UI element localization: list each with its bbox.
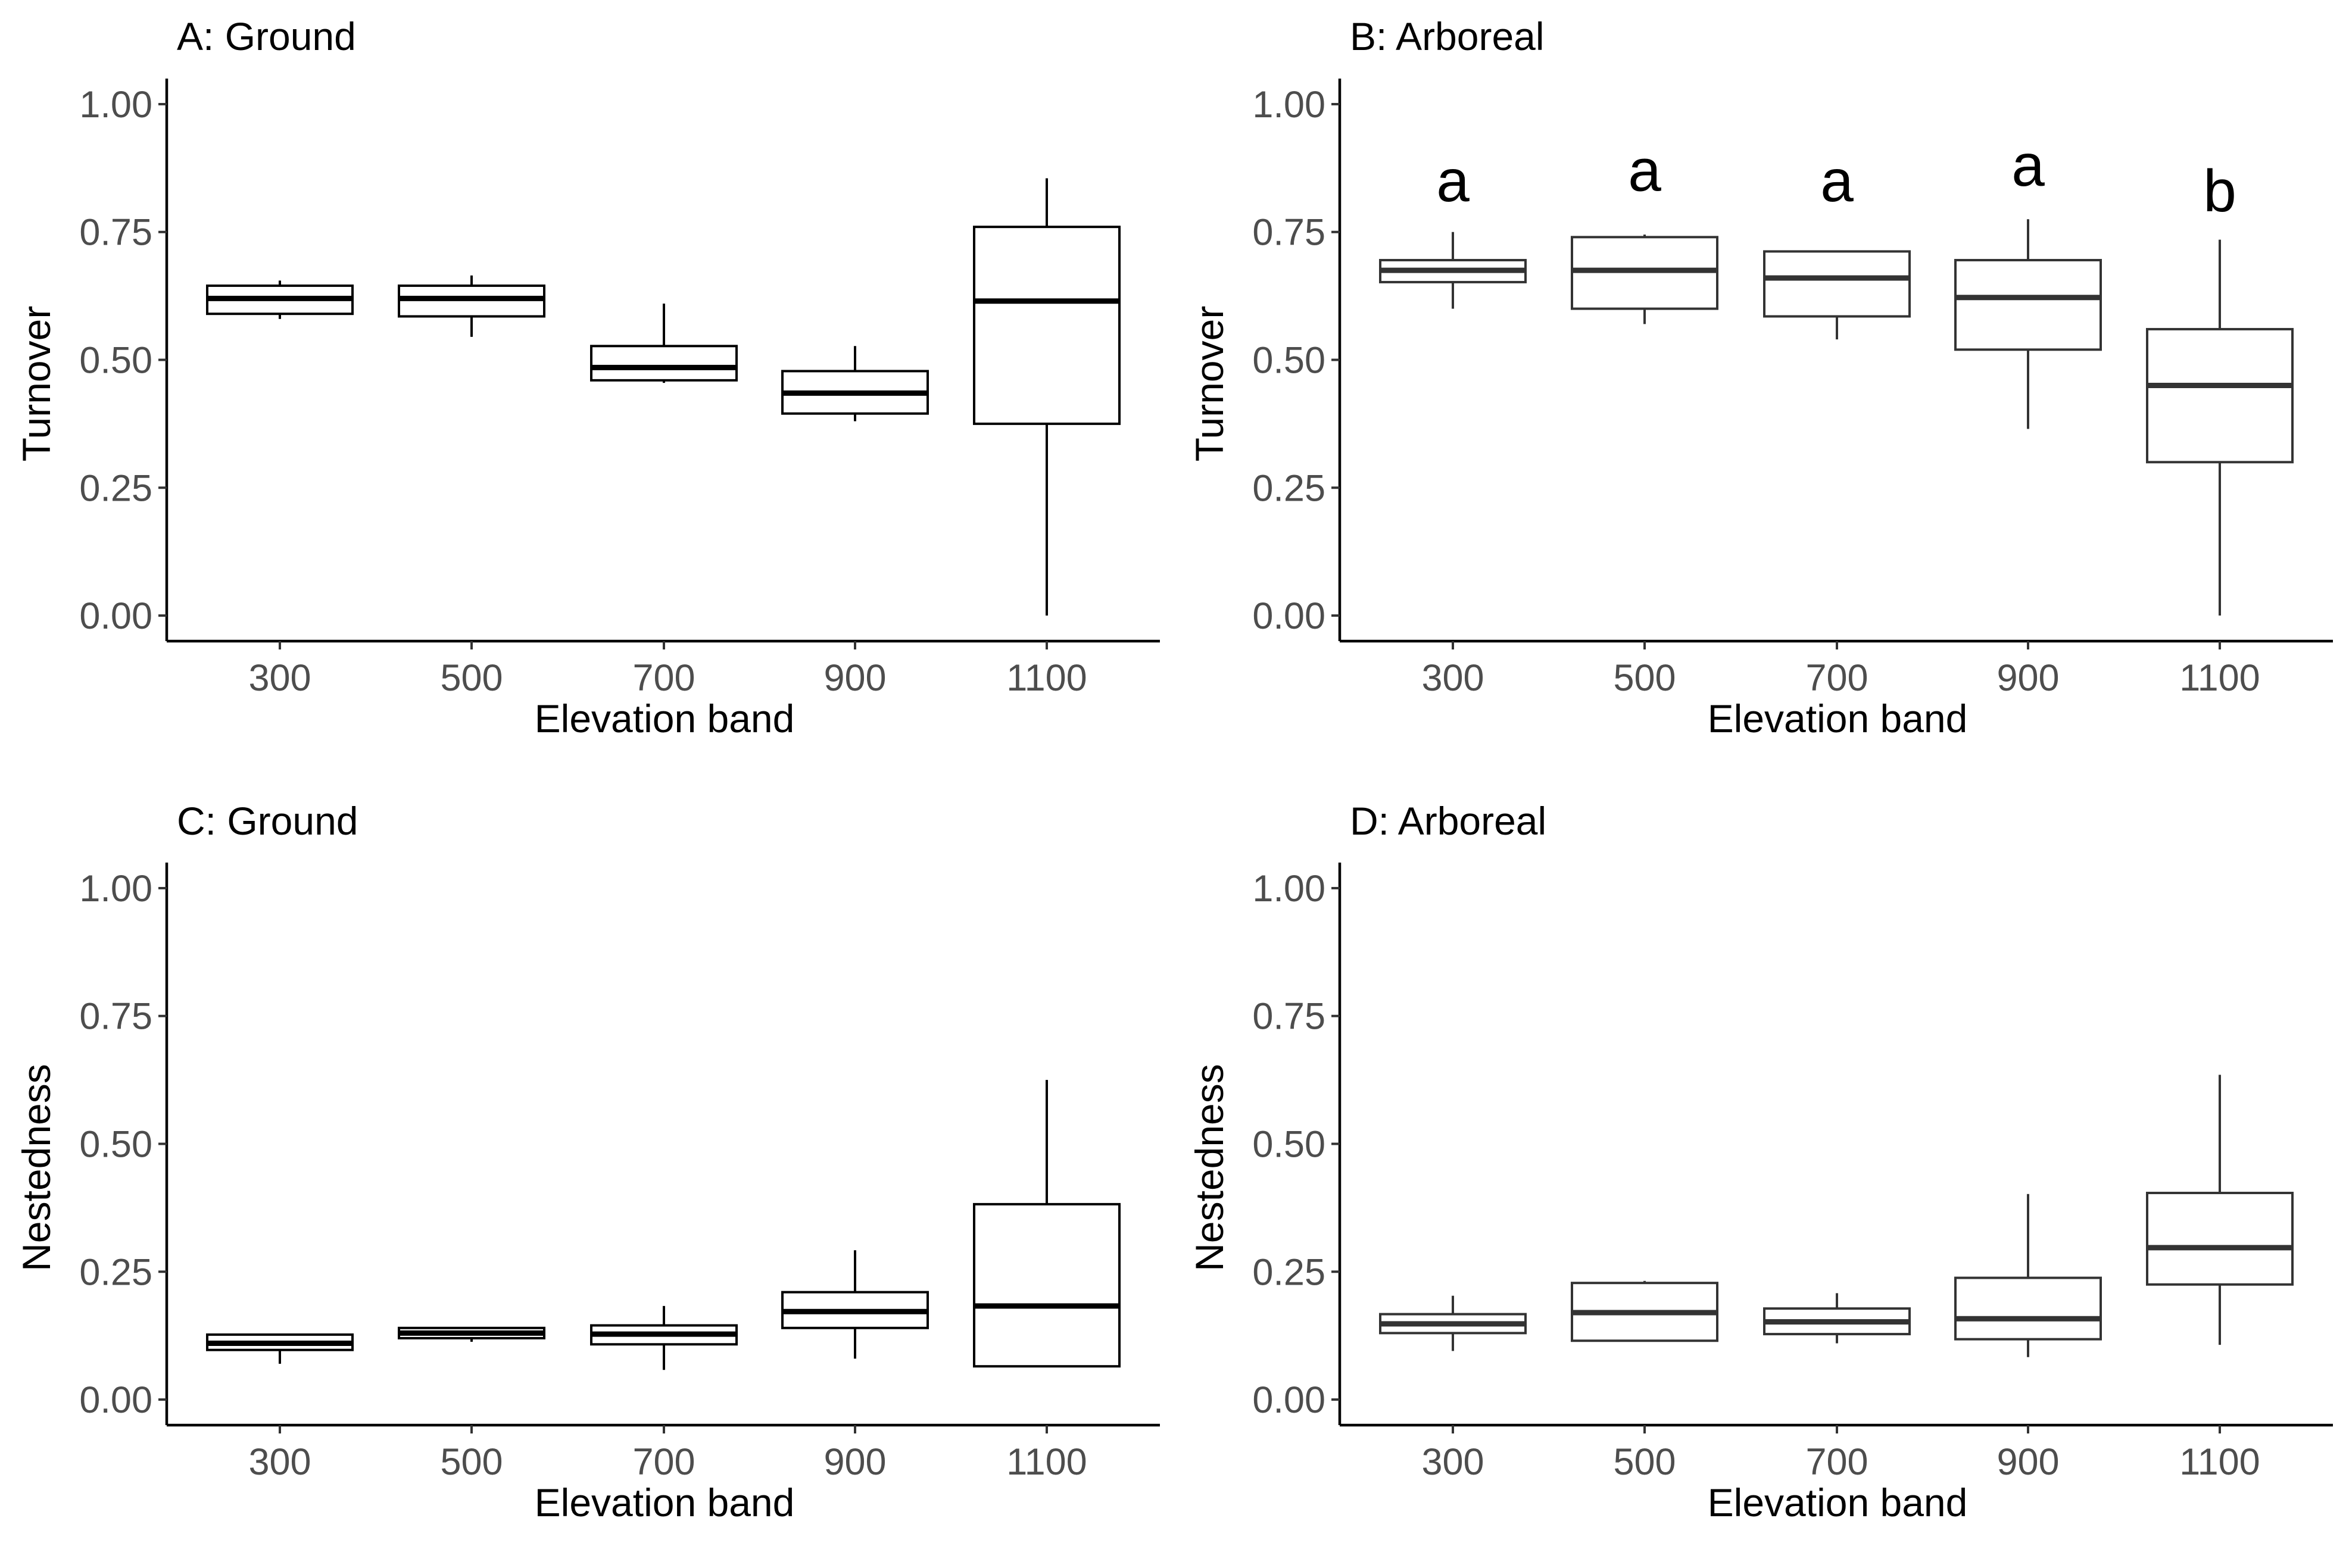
y-tick-label: 1.00: [1252, 868, 1325, 910]
y-tick-label: 1.00: [1252, 84, 1325, 126]
y-tick-label: 0.50: [1252, 340, 1325, 382]
x-tick-label: 1100: [2179, 657, 2260, 699]
x-tick-label: 700: [1805, 1441, 1868, 1483]
x-tick-label: 500: [1613, 657, 1676, 699]
box-700: [590, 304, 738, 383]
y-tick-label: 0.75: [79, 212, 152, 254]
significance-letter: a: [2011, 132, 2045, 199]
y-tick-label: 0.25: [79, 1251, 152, 1293]
y-tick-label: 1.00: [79, 868, 152, 910]
x-tick-label: 500: [440, 1441, 503, 1483]
y-tick-label: 0.25: [1252, 467, 1325, 509]
box-900: [781, 1250, 929, 1359]
box-1100: [2146, 1075, 2294, 1345]
x-tick-label: 900: [1997, 1441, 2059, 1483]
x-tick-label: 1100: [1006, 657, 1087, 699]
x-tick-label: 700: [632, 657, 695, 699]
y-tick-label: 0.75: [1252, 212, 1325, 254]
x-tick-label: 300: [248, 1441, 311, 1483]
x-tick-label: 500: [440, 657, 503, 699]
box-1100: [973, 178, 1121, 616]
panel-c: C: Ground 0.00 0.25 0.50 0.75 1.00 300 500 700 90…: [14, 799, 1160, 1525]
box-300: [1379, 1295, 1527, 1351]
significance-letter: a: [1820, 148, 1854, 214]
x-axis-title: Elevation band: [1708, 1480, 1968, 1525]
box-900: [1954, 219, 2102, 429]
box-body: [2146, 327, 2294, 464]
box-body: [1954, 258, 2102, 351]
y-tick-label: 0.75: [79, 996, 152, 1038]
x-tick-label: 700: [632, 1441, 695, 1483]
box-300: [1379, 232, 1527, 309]
box-300: [206, 280, 354, 319]
x-tick-label: 300: [1421, 1441, 1484, 1483]
box-900: [1954, 1194, 2102, 1357]
box-body: [1954, 1276, 2102, 1341]
box-1100: [2146, 239, 2294, 616]
significance-letter: b: [2203, 158, 2236, 224]
box-500: [398, 275, 545, 337]
box-500: [398, 1326, 545, 1342]
y-axis-title: Turnover: [1187, 306, 1231, 462]
y-tick-label: 0.25: [79, 467, 152, 509]
box-500: [1571, 235, 1718, 324]
y-tick-label: 0.50: [79, 1124, 152, 1166]
x-tick-label: 300: [248, 657, 311, 699]
x-tick-label: 700: [1805, 657, 1868, 699]
box-700: [590, 1305, 738, 1370]
box-body: [590, 345, 738, 382]
x-tick-label: 500: [1613, 1441, 1676, 1483]
panel-title: D: Arboreal: [1350, 799, 1546, 843]
box-body: [973, 1202, 1121, 1368]
box-900: [781, 346, 929, 421]
x-tick-label: 1100: [2179, 1441, 2260, 1483]
x-tick-label: 300: [1421, 657, 1484, 699]
box-500: [1571, 1280, 1718, 1342]
x-tick-label: 1100: [1006, 1441, 1087, 1483]
x-tick-label: 900: [823, 657, 886, 699]
y-tick-label: 0.50: [1252, 1124, 1325, 1166]
y-tick-label: 0.75: [1252, 996, 1325, 1038]
box-body: [1763, 250, 1911, 318]
significance-letter: a: [1628, 138, 1661, 204]
x-axis-title: Elevation band: [1708, 696, 1968, 741]
y-tick-label: 0.00: [1252, 1379, 1325, 1421]
y-axis-title: Turnover: [14, 306, 58, 462]
box-1100: [973, 1080, 1121, 1368]
y-tick-label: 0.25: [1252, 1251, 1325, 1293]
y-tick-label: 0.50: [79, 340, 152, 382]
box-300: [206, 1333, 354, 1364]
x-axis-title: Elevation band: [535, 1480, 795, 1525]
box-700: [1763, 250, 1911, 340]
panel-d: D: Arboreal 0.00 0.25 0.50 0.75 1.00 300 500 700…: [1187, 799, 2333, 1525]
panel-title: A: Ground: [177, 14, 356, 58]
x-tick-label: 900: [1997, 657, 2059, 699]
panel-title: B: Arboreal: [1350, 14, 1545, 58]
box-body: [973, 226, 1121, 425]
y-tick-label: 1.00: [79, 84, 152, 126]
panel-a: A: Ground 0.00 0.25 0.50 0.75 1.00 300 500 700 90…: [14, 14, 1160, 741]
significance-letter: a: [1436, 148, 1470, 214]
box-body: [2146, 1191, 2294, 1286]
y-axis-title: Nestedness: [14, 1064, 58, 1272]
x-axis-title: Elevation band: [535, 696, 795, 741]
y-axis-title: Nestedness: [1187, 1064, 1231, 1272]
box-700: [1763, 1293, 1911, 1344]
y-tick-label: 0.00: [79, 595, 152, 637]
panel-b: B: Arboreal 0.00 0.25 0.50 0.75 1.00 300 500 700…: [1187, 14, 2333, 741]
panel-title: C: Ground: [177, 799, 358, 843]
x-tick-label: 900: [823, 1441, 886, 1483]
y-tick-label: 0.00: [79, 1379, 152, 1421]
y-tick-label: 0.00: [1252, 595, 1325, 637]
